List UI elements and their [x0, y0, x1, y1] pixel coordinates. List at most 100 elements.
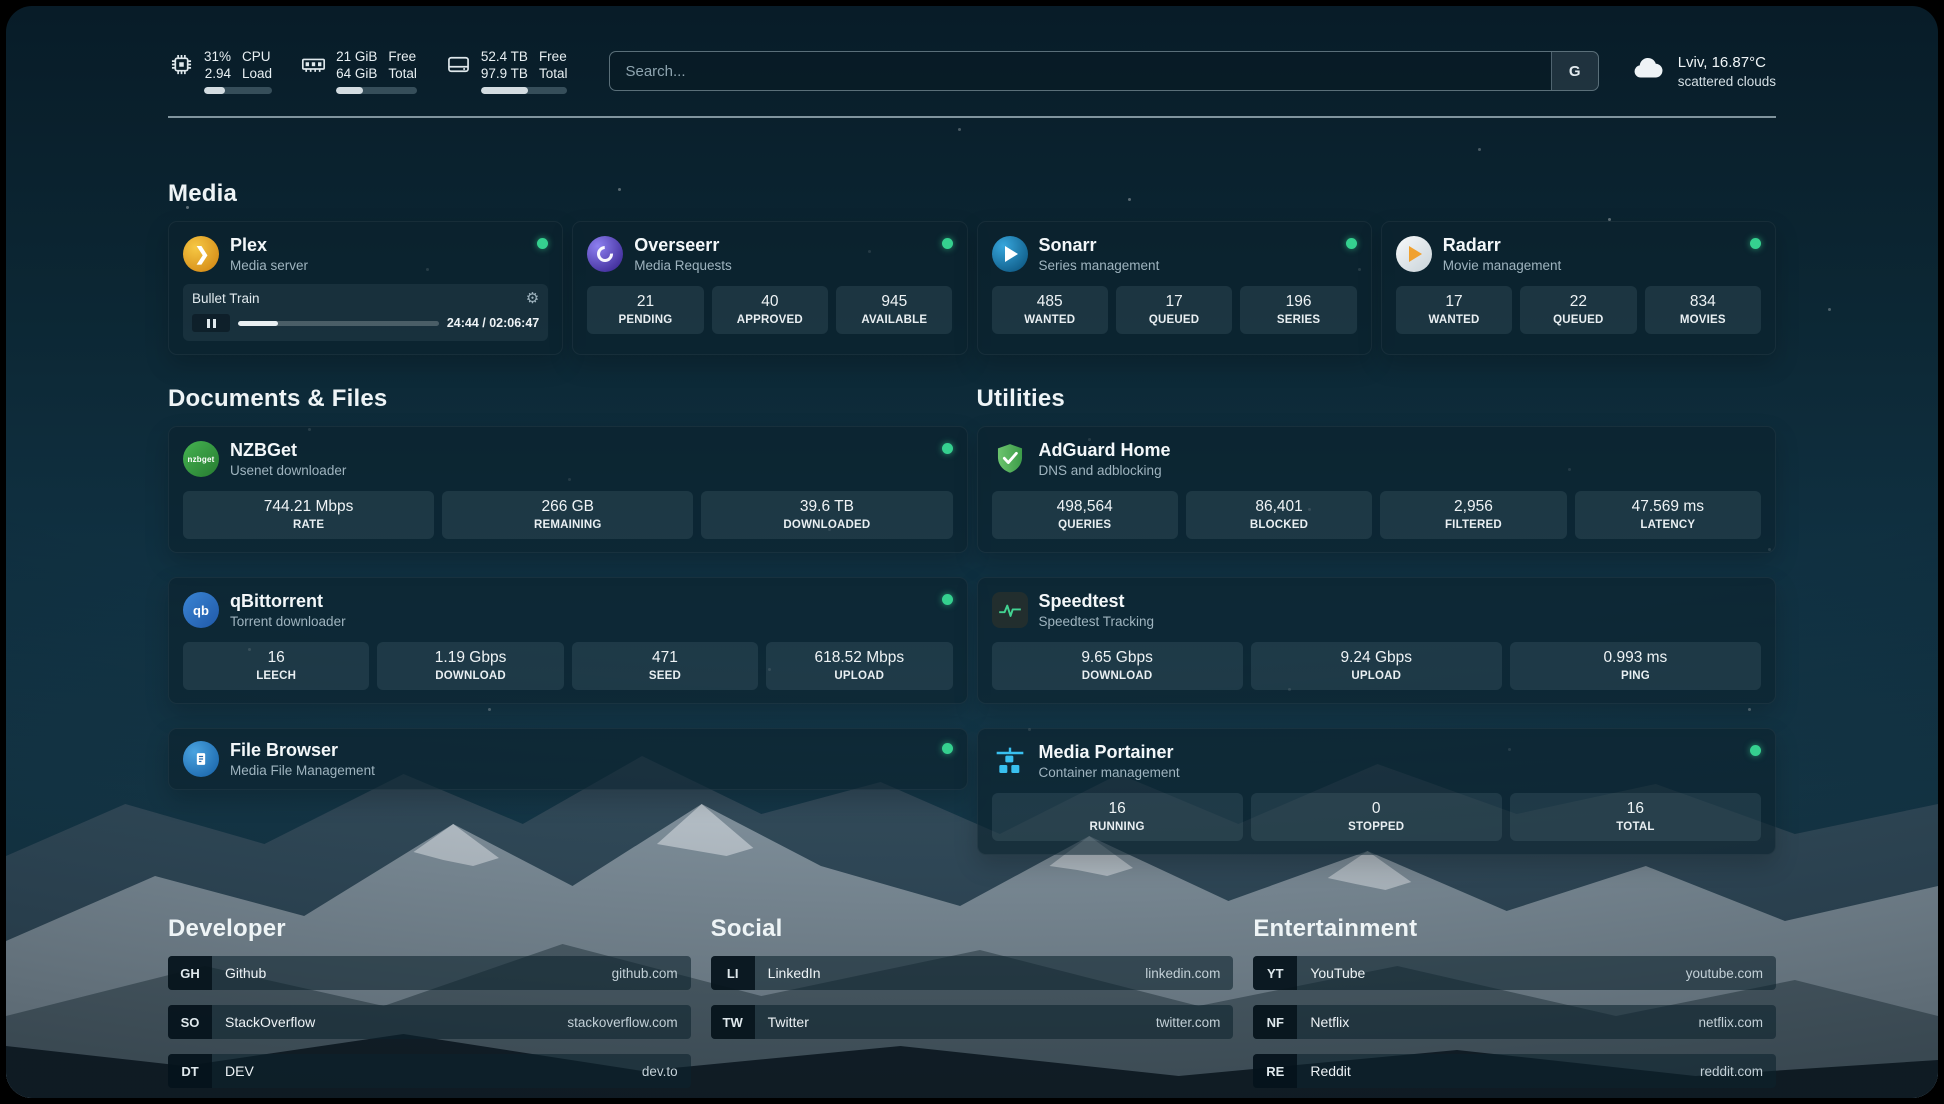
- bookmark-twitter[interactable]: TW Twitter twitter.com: [710, 1005, 1234, 1039]
- bookmark-github[interactable]: GH Github github.com: [168, 956, 691, 990]
- stat-upload: 9.24 Gbps UPLOAD: [1250, 642, 1502, 690]
- stat-label: REMAINING: [533, 519, 602, 531]
- section-media: Media ❯ Plex Media server Bullet Tr: [168, 180, 1776, 355]
- bookmark-name: Reddit: [1310, 1063, 1351, 1079]
- card-qbittorrent[interactable]: qb qBittorrent Torrent downloader 16 LEE…: [168, 577, 968, 704]
- bookmark-netflix[interactable]: NF Netflix netflix.com: [1253, 1005, 1776, 1039]
- cpu-icon: [168, 48, 195, 94]
- bookmark-youtube[interactable]: YT YouTube youtube.com: [1253, 956, 1776, 990]
- stat-label: QUEUED: [1148, 314, 1200, 326]
- card-filebrowser[interactable]: File Browser Media File Management: [168, 728, 968, 790]
- settings-gear-icon[interactable]: ⚙: [525, 290, 540, 307]
- card-title: Media Portainer: [1038, 742, 1174, 762]
- card-title: Overseerr: [634, 235, 720, 255]
- card-title: AdGuard Home: [1038, 440, 1171, 460]
- stat-value: 17: [1445, 293, 1463, 310]
- section-title-media: Media: [168, 180, 238, 207]
- disk-metric: 52.4 TB 97.9 TB Free Total: [445, 48, 568, 94]
- stat-queued: 22 QUEUED: [1520, 286, 1637, 334]
- stat-value: 9.24 Gbps: [1340, 649, 1412, 666]
- bookmark-abbr: NF: [1253, 1005, 1298, 1039]
- playback-progressbar[interactable]: [238, 320, 439, 326]
- stat-label: LEECH: [256, 670, 297, 682]
- disk-total-value: 97.9 TB: [480, 66, 528, 81]
- bookmark-name: LinkedIn: [767, 965, 821, 981]
- stat-label: SERIES: [1276, 314, 1321, 326]
- status-dot: [941, 743, 953, 754]
- pause-button[interactable]: [192, 314, 230, 332]
- bookmark-abbr: LI: [710, 956, 755, 990]
- overseerr-icon: [587, 236, 624, 272]
- stat-label: PENDING: [618, 314, 673, 326]
- card-portainer[interactable]: Media Portainer Container management 16 …: [976, 728, 1776, 855]
- bookmark-dev[interactable]: DT DEV dev.to: [168, 1054, 691, 1088]
- stat-latency: 47.569 ms LATENCY: [1574, 491, 1761, 539]
- bookmark-name: YouTube: [1310, 965, 1366, 981]
- card-plex[interactable]: ❯ Plex Media server Bullet Train ⚙: [168, 221, 564, 355]
- stat-label: PING: [1620, 670, 1650, 682]
- cpu-progressbar: [204, 87, 273, 94]
- card-title: NZBGet: [230, 440, 297, 460]
- card-overseerr[interactable]: Overseerr Media Requests 21 PENDING 40 A…: [572, 221, 968, 355]
- stat-leech: 16 LEECH: [183, 642, 370, 690]
- card-subtitle: Media Requests: [634, 258, 732, 273]
- stat-ping: 0.993 ms PING: [1509, 642, 1761, 690]
- stat-label: WANTED: [1428, 314, 1480, 326]
- card-nzbget[interactable]: nzbget NZBGet Usenet downloader 744.21 M…: [168, 426, 968, 553]
- stat-blocked: 86,401 BLOCKED: [1185, 491, 1373, 539]
- card-speedtest[interactable]: Speedtest Speedtest Tracking 9.65 Gbps D…: [976, 577, 1776, 704]
- playback-time: 24:44 / 02:06:47: [446, 316, 540, 330]
- disk-icon: [445, 48, 472, 94]
- stat-seed: 471 SEED: [571, 642, 759, 690]
- stat-filtered: 2,956 FILTERED: [1380, 491, 1567, 539]
- status-dot: [1750, 745, 1761, 756]
- sonarr-icon: [991, 236, 1028, 272]
- stat-value: 47.569 ms: [1631, 498, 1704, 515]
- radarr-icon: [1395, 236, 1432, 272]
- stat-label: DOWNLOAD: [435, 670, 506, 682]
- memory-metric: 21 GiB 64 GiB Free Total: [300, 48, 417, 94]
- adguard-icon: [992, 441, 1028, 477]
- card-sonarr[interactable]: Sonarr Series management 485 WANTED 17 Q…: [976, 221, 1372, 355]
- filebrowser-icon: [183, 741, 219, 777]
- bookmark-stackoverflow[interactable]: SO StackOverflow stackoverflow.com: [168, 1005, 691, 1039]
- nzbget-icon: nzbget: [183, 441, 219, 477]
- disk-readout: 52.4 TB 97.9 TB Free Total: [480, 48, 568, 94]
- stat-value: 266 GB: [541, 498, 595, 515]
- status-dot: [1750, 238, 1761, 249]
- card-subtitle: Speedtest Tracking: [1038, 614, 1155, 629]
- stat-upload: 618.52 Mbps UPLOAD: [766, 642, 953, 690]
- stat-label: TOTAL: [1616, 821, 1655, 833]
- bookmark-url: stackoverflow.com: [567, 1014, 678, 1030]
- bookmark-name: Github: [225, 965, 267, 981]
- now-playing-panel: Bullet Train ⚙ 24:44 / 02:06:47: [183, 284, 549, 341]
- bookmark-name: DEV: [225, 1063, 254, 1079]
- stat-queries: 498,564 QUERIES: [991, 491, 1178, 539]
- stat-total: 16 TOTAL: [1509, 793, 1761, 841]
- memory-readout: 21 GiB 64 GiB Free Total: [336, 48, 417, 94]
- bookmark-linkedin[interactable]: LI LinkedIn linkedin.com: [710, 956, 1234, 990]
- card-adguard[interactable]: AdGuard Home DNS and adblocking 498,564 …: [976, 426, 1776, 553]
- stat-value: 17: [1165, 293, 1183, 310]
- stat-value: 1.19 Gbps: [434, 649, 507, 666]
- bookmark-abbr: YT: [1253, 956, 1298, 990]
- section-title-entertainment: Entertainment: [1253, 915, 1418, 942]
- card-subtitle: DNS and adblocking: [1038, 463, 1162, 478]
- stat-label: DOWNLOADED: [783, 519, 871, 531]
- status-dot: [941, 238, 953, 249]
- memory-total-value: 64 GiB: [336, 66, 378, 81]
- bookmark-url: github.com: [611, 965, 678, 981]
- snow-particles: [6, 6, 9, 9]
- weather-widget[interactable]: Lviv, 16.87°C scattered clouds: [1629, 52, 1776, 91]
- cpu-load-label: Load: [242, 66, 273, 81]
- cpu-load-value: 2.94: [204, 66, 232, 81]
- search-provider-button[interactable]: G: [1550, 52, 1598, 90]
- bookmark-abbr: GH: [168, 956, 212, 990]
- stat-label: BLOCKED: [1249, 519, 1309, 531]
- card-radarr[interactable]: Radarr Movie management 17 WANTED 22 QUE…: [1380, 221, 1776, 355]
- weather-location-temp: Lviv, 16.87°C: [1677, 53, 1766, 71]
- memory-free-label: Free: [388, 49, 417, 64]
- bookmark-abbr: RE: [1253, 1054, 1298, 1088]
- bookmark-reddit[interactable]: RE Reddit reddit.com: [1253, 1054, 1776, 1088]
- search-input[interactable]: [610, 52, 1551, 90]
